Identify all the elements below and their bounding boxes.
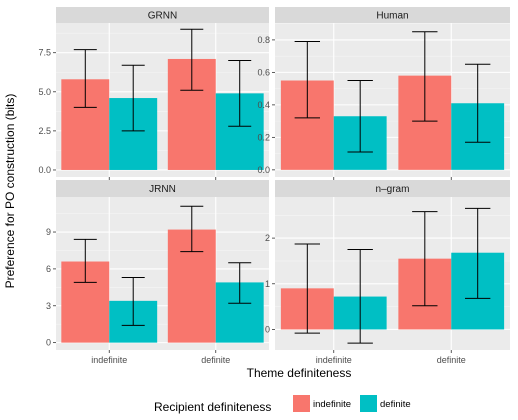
error-bar-definite-indefinite (347, 249, 373, 344)
y-tick-label: 6 (46, 264, 51, 274)
error-bar-indefinite-definite (180, 28, 204, 91)
y-tick-label: 0.8 (257, 35, 270, 45)
error-bar-definite-indefinite (121, 276, 145, 326)
error-bar-indefinite-indefinite (294, 41, 321, 119)
facet-title: JRNN (149, 184, 176, 195)
legend-label-indefinite: indefinite (313, 399, 351, 410)
facet-title: Human (376, 11, 408, 22)
x-tick-label: definite (201, 355, 230, 365)
y-tick-label: 0 (265, 324, 270, 334)
legend-key-indefinite (293, 395, 310, 412)
panel-3: 0 1 2 indefinite definite n–gram (265, 180, 510, 365)
x-tick-label: indefinite (316, 355, 352, 365)
error-bar-definite-definite (464, 63, 491, 143)
y-tick-label: 2 (265, 233, 270, 243)
error-bar-definite-indefinite (121, 64, 145, 132)
legend: Recipient definiteness indefinite definit… (154, 395, 411, 414)
error-bar-indefinite-indefinite (73, 238, 97, 283)
x-tick-label: indefinite (91, 355, 127, 365)
facet-strip (56, 180, 269, 197)
legend-title: Recipient definiteness (154, 400, 271, 414)
panel-1: 0.0 0.2 0.4 0.6 0.8 Human (257, 7, 510, 180)
panels: 0.0 2.5 5.0 7.5 GRNN 0.0 0.2 0.4 0.6 0.8 Human 0 3 6 9… (38, 7, 510, 365)
error-bar-definite-indefinite (347, 80, 373, 153)
y-tick-label: 0.4 (257, 100, 270, 110)
legend-entries: indefinite definite (293, 395, 411, 412)
y-axis-title: Preference for PO construction (bits) (3, 94, 17, 289)
y-tick-label: 7.5 (38, 48, 51, 58)
y-tick-label: 1 (265, 279, 270, 289)
error-bar-indefinite-definite (180, 205, 204, 253)
y-tick-label: 5.0 (38, 87, 51, 97)
panel-0: 0.0 2.5 5.0 7.5 GRNN (38, 7, 269, 180)
y-tick-label: 0.0 (257, 165, 270, 175)
facet-strip (275, 180, 510, 197)
y-tick-label: 9 (46, 227, 51, 237)
error-bar-definite-definite (228, 262, 252, 304)
error-bar-indefinite-definite (412, 31, 438, 122)
error-bar-definite-definite (228, 60, 252, 127)
x-axis-title: Theme definiteness (247, 366, 352, 380)
x-tick-label: definite (437, 355, 466, 365)
legend-label-definite: definite (380, 399, 411, 410)
facet-title: n–gram (376, 184, 410, 195)
facet-strip (275, 7, 510, 23)
error-bar-indefinite-indefinite (73, 49, 97, 108)
legend-key-definite (360, 395, 377, 412)
y-tick-label: 0.2 (257, 132, 270, 142)
facet-strip (56, 7, 269, 23)
panel-2: 0 3 6 9 indefinite definite JRNN (46, 180, 269, 365)
error-bar-indefinite-definite (412, 211, 438, 307)
y-tick-label: 3 (46, 301, 51, 311)
y-tick-label: 0 (46, 338, 51, 348)
y-tick-label: 0.6 (257, 67, 270, 77)
y-tick-label: 0.0 (38, 165, 51, 175)
facet-title: GRNN (148, 11, 177, 22)
error-bar-definite-definite (464, 207, 491, 299)
error-bar-indefinite-indefinite (294, 243, 321, 334)
y-tick-label: 2.5 (38, 126, 51, 136)
